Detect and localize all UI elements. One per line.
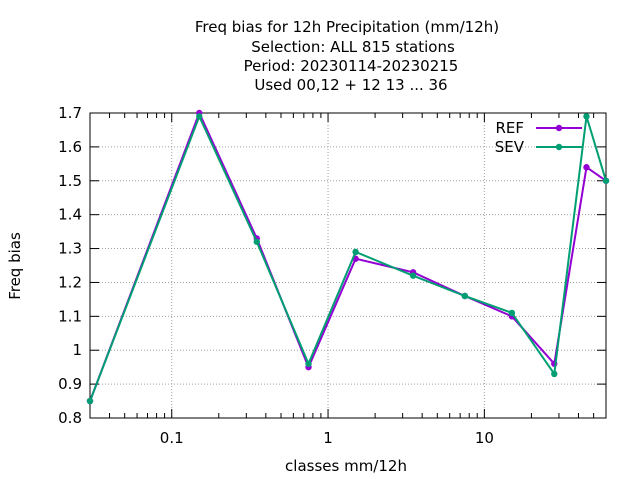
chart-title: Freq bias for 12h Precipitation (mm/12h)…	[195, 18, 499, 94]
data-point-sev	[253, 238, 260, 245]
series-line-ref	[89, 112, 607, 402]
y-tick-label: 1.5	[58, 172, 82, 190]
data-point-sev	[305, 360, 312, 367]
data-point-sev	[602, 177, 610, 184]
y-tick-label: 1.3	[58, 240, 82, 258]
data-point-sev	[86, 397, 94, 405]
data-point-sev	[409, 272, 417, 279]
x-tick-label: 10	[475, 429, 494, 447]
x-axis-label: classes mm/12h	[285, 457, 407, 475]
y-tick-label: 1.4	[58, 206, 82, 224]
x-tick-label: 0.1	[160, 429, 184, 447]
data-point-sev	[508, 309, 516, 317]
data-point-sev	[352, 248, 359, 256]
y-tick-label: 1	[72, 341, 82, 359]
y-axis-label: Freq bias	[6, 232, 24, 300]
legend-label-sev: SEV	[495, 138, 525, 156]
y-tick-label: 1.1	[58, 307, 82, 325]
data-point-sev	[461, 292, 469, 300]
y-tick-label: 1.6	[58, 138, 82, 156]
legend-marker-sev	[555, 143, 563, 151]
data-point-sev	[551, 370, 558, 378]
legend-label-ref: REF	[495, 119, 524, 137]
y-tick-label: 0.8	[58, 409, 82, 427]
x-tick-label: 1	[323, 429, 333, 447]
title-line-1: Freq bias for 12h Precipitation (mm/12h)	[195, 18, 499, 36]
axes	[89, 112, 607, 419]
data-point-ref	[583, 164, 590, 171]
data-point-sev	[583, 113, 590, 120]
y-tick-label: 0.9	[58, 375, 82, 393]
tick-labels: 0.8 0.9 1 1.1 1.2 1.3 1.4 1.5 1.6 1.7 0.1 1 10	[58, 104, 494, 447]
series	[86, 109, 610, 405]
title-line-3: Period: 20230114-20230215	[244, 57, 459, 75]
title-line-2: Selection: ALL 815 stations	[251, 38, 455, 56]
plot-frame	[89, 112, 607, 419]
series-line-sev	[89, 115, 607, 402]
y-tick-label: 1.7	[58, 104, 82, 122]
y-tick-label: 1.2	[58, 273, 82, 291]
legend-marker-ref	[555, 124, 563, 132]
title-line-4: Used 00,12 + 12 13 ... 36	[254, 76, 447, 94]
grid-lines	[90, 113, 606, 418]
data-point-sev	[196, 113, 203, 120]
